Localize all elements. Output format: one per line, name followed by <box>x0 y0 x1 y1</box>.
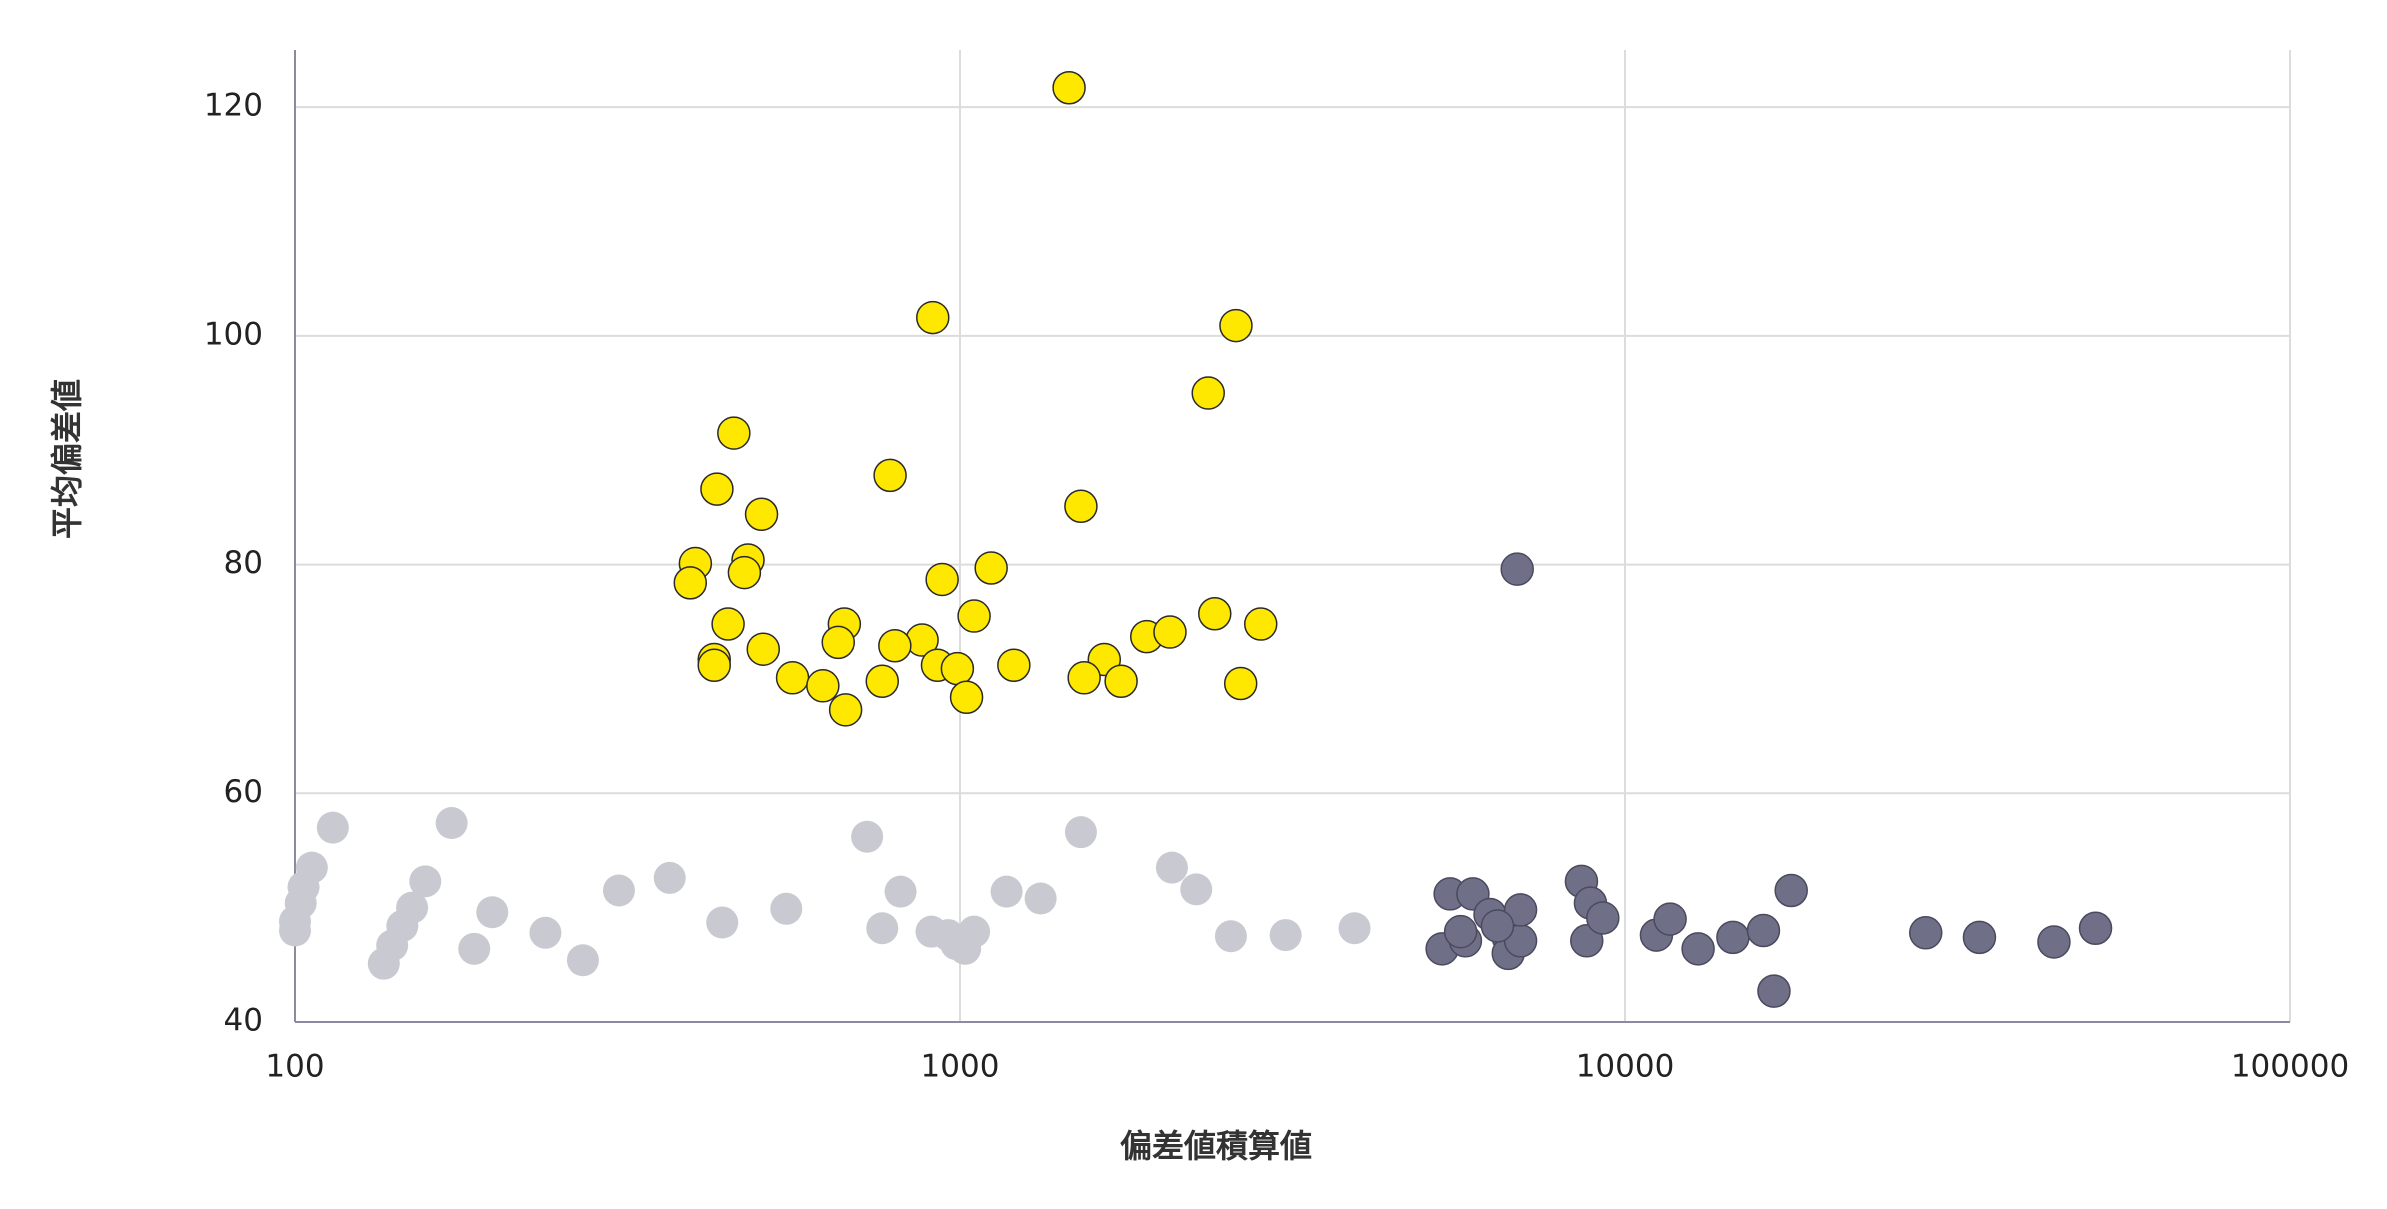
point <box>316 811 349 844</box>
point <box>1064 816 1097 849</box>
point <box>1570 924 1604 958</box>
point <box>673 566 708 600</box>
point <box>1153 615 1187 649</box>
point <box>990 875 1023 908</box>
y-tick-label: 40 <box>224 1003 263 1039</box>
point <box>746 632 781 666</box>
point <box>916 300 950 335</box>
point <box>1500 552 1534 586</box>
point <box>727 555 762 590</box>
point <box>1024 882 1057 915</box>
point <box>1180 873 1213 906</box>
point <box>1746 913 1781 948</box>
point <box>865 664 900 698</box>
point <box>851 820 884 853</box>
point <box>1716 920 1750 955</box>
point <box>821 625 855 660</box>
point <box>925 562 959 597</box>
point <box>1653 902 1687 936</box>
point <box>770 892 803 925</box>
point <box>958 915 991 948</box>
point <box>1064 489 1098 524</box>
point <box>940 651 975 686</box>
y-tick-label: 60 <box>224 774 263 810</box>
point <box>1155 851 1188 884</box>
point <box>1052 70 1086 105</box>
point <box>1219 308 1253 343</box>
y-tick-label: 120 <box>204 88 263 124</box>
point <box>1586 901 1620 935</box>
point <box>295 851 328 884</box>
point <box>1908 916 1943 950</box>
point <box>700 472 734 506</box>
point <box>2037 925 2071 959</box>
point <box>806 669 840 703</box>
point <box>1480 909 1515 943</box>
point <box>435 807 468 840</box>
y-tick-label: 100 <box>204 316 263 352</box>
point <box>717 416 751 450</box>
point <box>744 497 779 532</box>
y-tick-label: 80 <box>224 545 263 581</box>
x-tick-label: 10000 <box>1576 1049 1675 1085</box>
point <box>529 916 562 949</box>
point <box>1223 666 1258 701</box>
point <box>1191 376 1225 410</box>
point <box>1774 873 1808 908</box>
point <box>884 875 917 908</box>
point <box>866 912 899 945</box>
x-tick-label: 100 <box>265 1049 324 1085</box>
point <box>711 607 745 641</box>
point <box>1443 914 1478 949</box>
point <box>873 458 907 493</box>
point <box>697 648 731 682</box>
y-axis-title: 平均偏差値 <box>48 379 86 539</box>
x-axis-title: 偏差値積算値 <box>1120 1127 1312 1165</box>
point <box>974 551 1008 585</box>
point <box>476 896 509 929</box>
point <box>949 680 984 714</box>
point <box>2078 911 2113 945</box>
point <box>1198 597 1232 631</box>
point <box>1338 912 1371 945</box>
point <box>997 648 1031 682</box>
point <box>1269 919 1302 952</box>
point <box>409 865 442 898</box>
point <box>653 861 686 894</box>
x-tick-label: 1000 <box>921 1049 1000 1085</box>
point <box>458 932 491 965</box>
point <box>957 599 991 633</box>
point <box>706 906 739 939</box>
point <box>1962 920 1997 955</box>
point <box>566 944 599 977</box>
point <box>1503 893 1538 927</box>
point <box>1243 607 1278 641</box>
point <box>1104 664 1138 698</box>
point <box>878 629 912 663</box>
point <box>1757 974 1791 1008</box>
point <box>828 693 863 727</box>
point <box>1067 661 1101 695</box>
point <box>396 891 429 924</box>
point <box>1214 920 1247 953</box>
point <box>1681 932 1715 966</box>
x-tick-label: 100000 <box>2231 1049 2349 1085</box>
point <box>602 874 635 907</box>
point <box>775 661 810 695</box>
